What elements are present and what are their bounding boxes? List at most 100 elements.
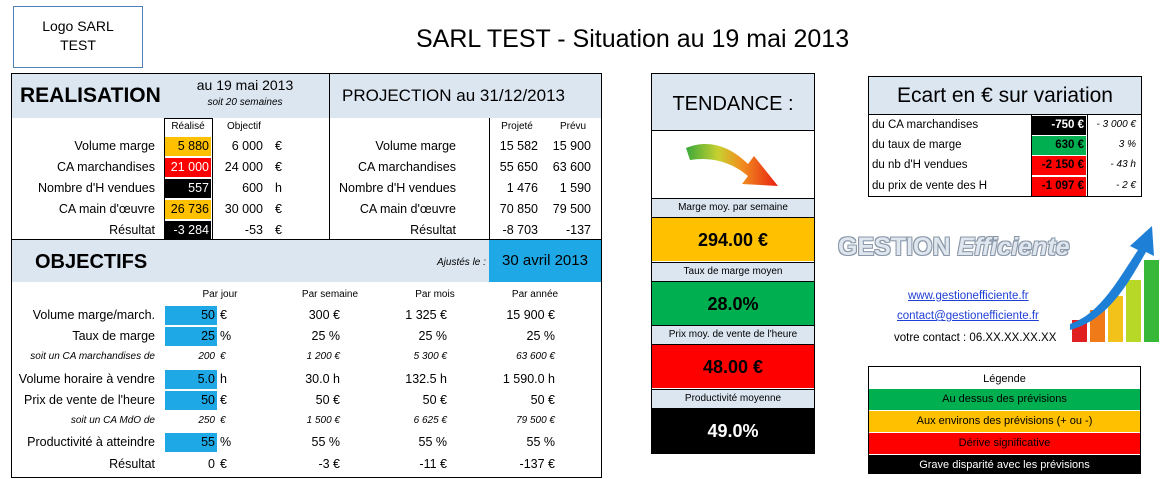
ecart-value: -1 097 € xyxy=(1041,180,1084,192)
ecart-header-band xyxy=(869,77,1141,114)
objectifs-row-label: Taux de marge xyxy=(72,329,155,343)
tendance-divider xyxy=(652,217,814,218)
tendance-value-box xyxy=(652,218,814,261)
realisation-realise-cell xyxy=(165,137,211,156)
projection-prevu-value: 63 600 xyxy=(552,160,591,174)
objectifs-mois-value: 1 325 € xyxy=(405,308,447,322)
brand-name-2: Efficiente xyxy=(957,233,1070,261)
realisation-unit: € xyxy=(275,139,282,153)
col-objectif: Objectif xyxy=(227,121,261,132)
legend-title: Légende xyxy=(983,373,1026,385)
brand-logo-text: GESTION Efficiente xyxy=(838,232,1070,262)
realisation-realise-value: 21 000 xyxy=(170,160,209,174)
ecart-value-cell xyxy=(1032,116,1086,135)
objectifs-mois-value: 132.5 h xyxy=(405,372,447,386)
main-panel xyxy=(11,73,602,478)
objectifs-mois-value: 50 € xyxy=(422,393,447,407)
ecart-variation: - 3 000 € xyxy=(1096,119,1136,130)
objectifs-annee-value: 25 % xyxy=(526,329,556,343)
objectifs-mois-value: 55 % xyxy=(418,435,448,449)
tendance-label: Taux de marge moyen xyxy=(683,266,783,277)
tendance-label-band xyxy=(652,199,814,217)
objectifs-annee-value: 15 900 € xyxy=(506,308,555,322)
tendance-title: TENDANCE : xyxy=(672,93,794,115)
ecart-row-label: du taux de marge xyxy=(872,139,962,151)
ecart-value-cell xyxy=(1032,156,1086,175)
tendance-panel xyxy=(651,73,815,454)
tendance-divider xyxy=(652,344,814,345)
col-par-mois: Par mois xyxy=(415,289,455,300)
objectifs-input-cell[interactable] xyxy=(165,327,217,346)
projection-row-label: Volume marge xyxy=(375,139,456,153)
objectifs-jour-value: 25 xyxy=(201,329,215,343)
objectifs-input-cell[interactable] xyxy=(165,391,217,410)
projection-prevu-value: -137 xyxy=(565,223,591,237)
legend-panel xyxy=(868,366,1141,474)
ajustes-date-box[interactable] xyxy=(489,240,601,282)
objectifs-semaine-value: 1 200 € xyxy=(306,351,340,362)
tendance-value: 28.0% xyxy=(707,294,759,314)
realisation-realise-value: 5 880 xyxy=(177,139,209,153)
ecart-col-border xyxy=(1087,115,1088,196)
tendance-value-box xyxy=(652,345,814,388)
objectifs-row-label: Volume marge/march. xyxy=(32,308,155,322)
projection-projete-value: 55 650 xyxy=(499,160,538,174)
realisation-realise-value: -3 284 xyxy=(173,223,209,237)
legend-swatch xyxy=(869,411,1140,432)
objectifs-header-band xyxy=(12,240,489,282)
objectifs-jour-unit: h xyxy=(220,372,227,386)
realisation-row-label: Nombre d'H vendues xyxy=(37,181,155,195)
objectifs-semaine-value: 30.0 h xyxy=(305,372,340,386)
projection-header-band xyxy=(329,74,601,118)
objectifs-semaine-value: 25 % xyxy=(311,329,341,343)
projection-title: PROJECTION au 31/12/2013 xyxy=(342,86,566,105)
realisation-objectif-value: 30 000 xyxy=(224,202,263,216)
tendance-divider xyxy=(652,262,814,263)
objectifs-annee-value: 50 € xyxy=(530,393,555,407)
objectifs-semaine-value: 1 500 € xyxy=(306,415,340,426)
tendance-label: Marge moy. par semaine xyxy=(678,202,788,213)
objectifs-row-label: soit un CA marchandises de xyxy=(30,351,155,362)
legend-swatch xyxy=(869,455,1140,473)
objectifs-jour-value: 50 xyxy=(201,308,215,322)
realisation-row-label: CA main d'œuvre xyxy=(58,202,155,216)
objectifs-jour-unit: € xyxy=(220,457,227,471)
tendance-header-band xyxy=(652,74,814,130)
website-link[interactable]: www.gestionefficiente.fr xyxy=(908,290,1029,302)
projection-prevu-value: 1 590 xyxy=(559,181,591,195)
ecart-variation: - 2 € xyxy=(1115,180,1136,191)
realisation-unit: € xyxy=(275,223,282,237)
ajustes-date: 30 avril 2013 xyxy=(502,252,588,269)
ecart-col-border xyxy=(1031,115,1032,196)
realisation-realise-cell xyxy=(165,221,211,240)
ajustes-label: Ajustés le : xyxy=(437,257,486,268)
ecart-value-cell xyxy=(1032,136,1086,155)
realisation-objectif-value: 600 xyxy=(242,181,263,195)
projection-row-label: Nombre d'H vendues xyxy=(338,181,456,195)
objectifs-jour-value: 50 xyxy=(201,393,215,407)
legend-label: Dérive significative xyxy=(958,437,1051,449)
objectifs-input-cell[interactable] xyxy=(165,370,217,389)
growth-chart-icon xyxy=(1070,226,1159,342)
objectifs-input-cell[interactable] xyxy=(165,433,217,452)
projection-projete-value: 70 850 xyxy=(499,202,538,216)
col-realise: Réalisé xyxy=(171,121,205,132)
ecart-panel xyxy=(868,76,1142,197)
page-title: SARL TEST - Situation au 19 mai 2013 xyxy=(416,25,850,53)
email-link[interactable]: contact@gestionefficiente.fr xyxy=(897,310,1039,322)
logo-box: Logo SARL TEST xyxy=(13,6,143,68)
ecart-value: -2 150 € xyxy=(1041,159,1084,171)
legend-swatch xyxy=(869,389,1140,410)
objectifs-input-cell[interactable] xyxy=(165,306,217,325)
objectifs-mois-value: 6 625 € xyxy=(413,415,447,426)
projection-row-label: CA main d'œuvre xyxy=(359,202,456,216)
objectifs-title: OBJECTIFS xyxy=(35,251,148,273)
tendance-divider xyxy=(652,281,814,282)
projection-projete-value: 1 476 xyxy=(506,181,538,195)
objectifs-semaine-value: 300 € xyxy=(308,308,340,322)
brand-name-1: GESTION xyxy=(838,233,951,261)
objectifs-annee-value: 55 % xyxy=(526,435,556,449)
realisation-date: au 19 mai 2013 xyxy=(196,77,294,93)
col-par-semaine: Par semaine xyxy=(301,289,359,300)
realisation-realise-cell xyxy=(165,200,211,219)
